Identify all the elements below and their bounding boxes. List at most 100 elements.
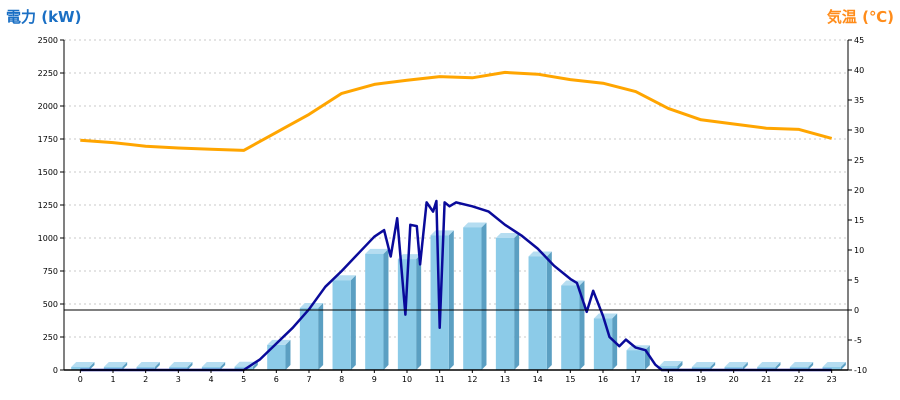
bar-1	[103, 362, 128, 370]
bar-side	[220, 362, 226, 370]
x-tick-label: 20	[729, 375, 739, 384]
bar-side	[710, 362, 716, 370]
bar-front	[626, 350, 645, 370]
bar-side	[808, 362, 814, 370]
left-tick-label: 250	[43, 333, 58, 342]
x-tick-label: 14	[533, 375, 543, 384]
x-tick-label: 1	[110, 375, 115, 384]
right-tick-label: -10	[854, 366, 867, 375]
bar-side	[481, 222, 487, 370]
right-tick-label: 15	[854, 216, 864, 225]
x-tick-label: 21	[761, 375, 771, 384]
bar-front	[757, 367, 776, 370]
bar-side	[154, 362, 160, 370]
bar-6	[267, 339, 291, 370]
bar-front	[365, 253, 384, 370]
bar-side	[122, 362, 128, 370]
bar-top	[463, 222, 487, 228]
right-tick-label: 0	[854, 306, 859, 315]
x-tick-label: 3	[176, 375, 181, 384]
x-tick-label: 4	[208, 375, 213, 384]
right-tick-label: 30	[854, 126, 864, 135]
bar-side	[350, 275, 356, 370]
grid-layer	[64, 39, 848, 338]
bar-0	[71, 362, 95, 370]
bar-top	[757, 362, 781, 367]
right-tick-label: 35	[854, 96, 864, 105]
left-axis-title: 電力 (kW)	[6, 8, 81, 26]
left-tick-label: 1750	[38, 135, 58, 144]
bar-front	[234, 366, 253, 370]
axis-layer: 02505007501000125015001750200022502500-1…	[38, 36, 867, 384]
x-tick-label: 19	[696, 375, 706, 384]
x-tick-label: 12	[467, 375, 477, 384]
bar-front	[463, 227, 482, 370]
bar-20	[724, 362, 748, 370]
left-tick-label: 1000	[38, 234, 58, 243]
bar-top	[169, 362, 193, 367]
bar-23	[822, 362, 846, 370]
bar-side	[187, 362, 193, 370]
x-tick-label: 15	[565, 375, 575, 384]
right-axis-title: 気温 (℃)	[827, 8, 894, 26]
bar-front	[136, 367, 155, 370]
line-layer	[80, 70, 833, 372]
bar-22	[789, 362, 814, 370]
bar-side	[383, 248, 389, 370]
bar-top	[691, 362, 716, 367]
left-tick-label: 750	[43, 267, 58, 276]
left-tick-label: 1250	[38, 201, 58, 210]
right-tick-label: 25	[854, 156, 864, 165]
right-tick-label: 20	[854, 186, 864, 195]
bar-side	[514, 233, 520, 370]
bar-top	[365, 248, 389, 254]
x-tick-label: 7	[306, 375, 311, 384]
left-tick-label: 2500	[38, 36, 58, 45]
bar-side	[89, 362, 95, 370]
bar-side	[742, 362, 748, 370]
x-tick-label: 17	[631, 375, 641, 384]
bar-front	[822, 367, 841, 370]
x-tick-label: 10	[402, 375, 412, 384]
bar-top	[136, 362, 160, 367]
bar-front	[267, 344, 286, 370]
bar-top	[789, 362, 814, 367]
bar-top	[528, 251, 552, 257]
bar-2	[136, 362, 160, 370]
bar-top	[201, 362, 226, 367]
left-tick-label: 2250	[38, 69, 58, 78]
bar-front	[299, 307, 319, 370]
bar-12	[463, 222, 487, 370]
bar-top	[71, 362, 95, 367]
right-tick-label: 45	[854, 36, 864, 45]
x-tick-label: 22	[794, 375, 804, 384]
bar-top	[822, 362, 846, 367]
bar-side	[416, 254, 422, 370]
bar-top	[495, 233, 520, 238]
right-tick-label: 5	[854, 276, 859, 285]
x-tick-label: 23	[827, 375, 837, 384]
bar-top	[103, 362, 128, 367]
bar-3	[169, 362, 193, 370]
bar-front	[169, 367, 188, 370]
bar-front	[528, 256, 547, 370]
bar-side	[318, 302, 324, 370]
bar-front	[789, 367, 809, 370]
bar-side	[448, 230, 454, 370]
bar-top	[659, 361, 683, 367]
bar-side	[252, 361, 258, 370]
left-tick-label: 1500	[38, 168, 58, 177]
x-tick-label: 11	[435, 375, 445, 384]
bar-19	[691, 362, 716, 370]
x-tick-label: 8	[339, 375, 344, 384]
temperature-line	[80, 70, 833, 152]
bar-layer	[71, 222, 846, 370]
bar-front	[659, 366, 678, 370]
bar-front	[201, 367, 221, 370]
bar-top	[724, 362, 748, 367]
bar-14	[528, 251, 552, 370]
bar-front	[691, 367, 711, 370]
right-tick-label: 40	[854, 66, 864, 75]
x-tick-label: 5	[241, 375, 246, 384]
